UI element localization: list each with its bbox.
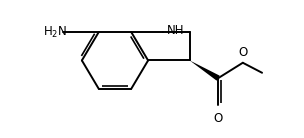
Text: O: O bbox=[213, 112, 223, 125]
Text: O: O bbox=[238, 46, 247, 59]
Text: H$_2$N: H$_2$N bbox=[43, 24, 67, 39]
Text: NH: NH bbox=[167, 24, 185, 37]
Polygon shape bbox=[190, 60, 220, 81]
